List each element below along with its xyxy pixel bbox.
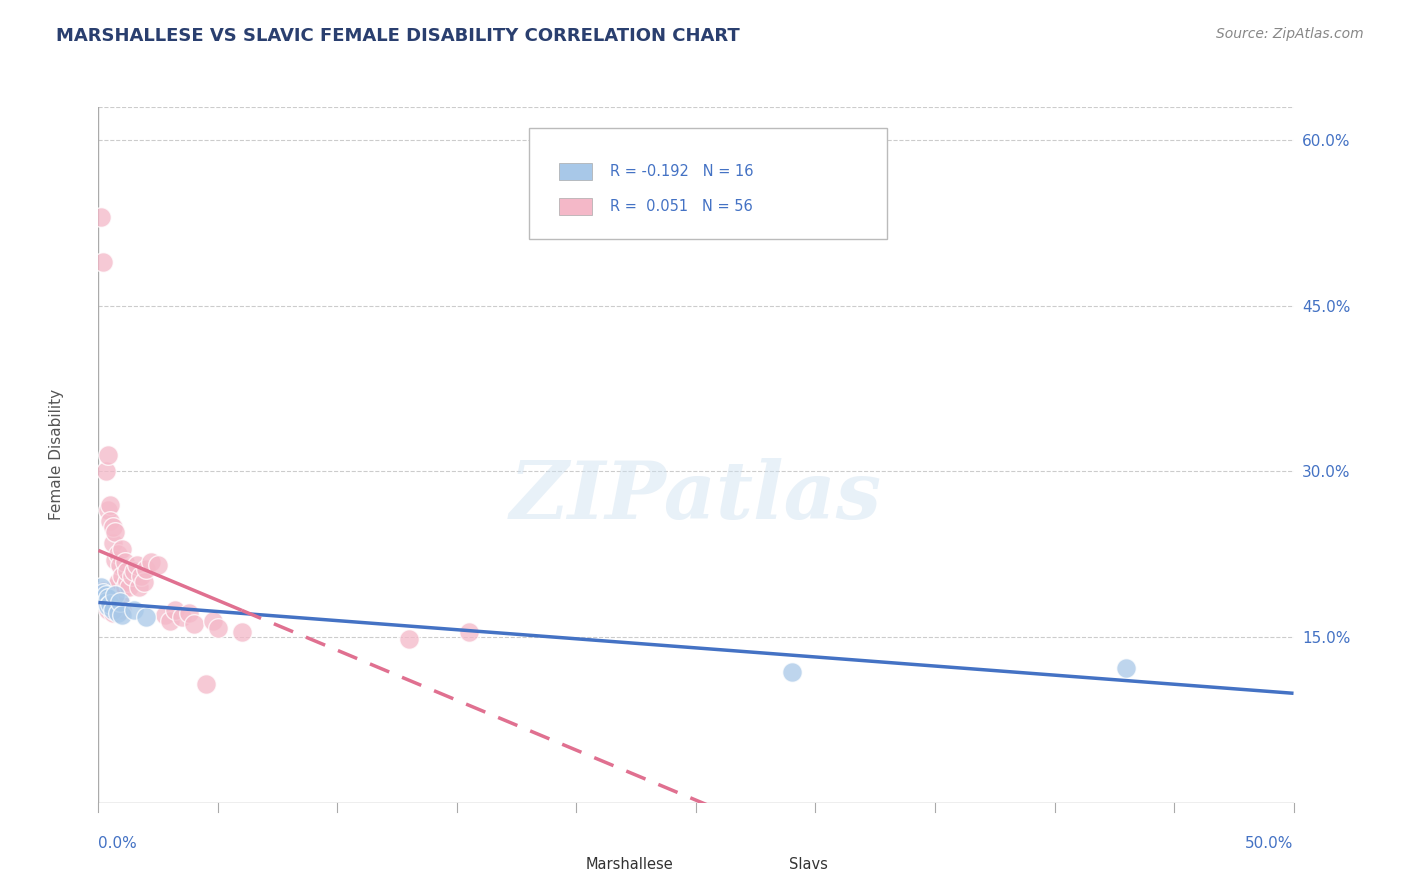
Point (114, 581, 136, 595)
Point (202, 614, 225, 628)
Point (107, 547, 129, 561)
Point (91, 586, 114, 600)
Point (121, 569, 143, 583)
Point (104, 581, 127, 595)
Point (90, 581, 112, 595)
Point (128, 581, 150, 595)
Point (97, 599, 120, 614)
Point (104, 588, 127, 602)
Point (91, 583, 114, 598)
Point (101, 602, 124, 616)
Text: R =  0.051   N = 56: R = 0.051 N = 56 (610, 199, 752, 214)
Point (107, 606, 129, 620)
Point (101, 536, 124, 550)
Point (135, 610, 157, 624)
FancyBboxPatch shape (553, 855, 579, 872)
Text: MARSHALLESE VS SLAVIC FEMALE DISABILITY CORRELATION CHART: MARSHALLESE VS SLAVIC FEMALE DISABILITY … (56, 27, 740, 45)
Point (104, 525, 127, 540)
Point (111, 569, 134, 583)
Point (135, 562, 157, 576)
Point (97, 591, 120, 606)
Point (91, 254, 114, 268)
Point (107, 574, 129, 589)
Point (98, 599, 122, 614)
Point (94, 588, 117, 602)
Point (97, 448, 120, 462)
Point (231, 624, 253, 639)
Point (104, 595, 127, 609)
Point (155, 608, 177, 623)
Point (94, 595, 117, 609)
Point (131, 569, 153, 583)
FancyBboxPatch shape (756, 855, 782, 872)
Point (115, 574, 138, 589)
Text: ZIPatlas: ZIPatlas (510, 458, 882, 535)
Point (94, 465, 117, 479)
Point (398, 632, 420, 647)
Point (172, 610, 194, 624)
Point (780, 665, 803, 680)
Point (101, 606, 124, 620)
Point (148, 558, 170, 573)
Point (115, 564, 138, 578)
Point (98, 514, 122, 528)
Point (207, 621, 229, 635)
Point (163, 602, 186, 616)
Point (94, 588, 117, 602)
Point (90, 211, 112, 225)
Text: 50.0%: 50.0% (1246, 836, 1294, 851)
Point (111, 602, 134, 616)
Point (114, 555, 136, 569)
Point (98, 583, 122, 598)
Text: R = -0.192   N = 16: R = -0.192 N = 16 (610, 164, 754, 179)
Point (94, 595, 117, 609)
Point (183, 616, 205, 631)
Point (107, 599, 129, 614)
Point (108, 558, 131, 573)
Point (97, 602, 120, 616)
Text: 0.0%: 0.0% (98, 836, 138, 851)
Point (159, 614, 181, 628)
Point (104, 553, 127, 567)
Text: Marshallese: Marshallese (586, 856, 673, 871)
Point (124, 602, 146, 616)
Point (194, 676, 218, 690)
Point (97, 591, 120, 606)
FancyBboxPatch shape (558, 163, 592, 180)
Point (101, 588, 124, 602)
FancyBboxPatch shape (529, 128, 887, 239)
Point (458, 624, 481, 639)
Point (118, 581, 141, 595)
Point (108, 595, 131, 609)
Point (108, 591, 131, 606)
Point (98, 498, 122, 512)
Point (179, 606, 201, 620)
Point (139, 555, 162, 569)
Point (125, 558, 148, 573)
FancyBboxPatch shape (558, 198, 592, 215)
Text: Female Disability: Female Disability (49, 389, 65, 521)
Point (111, 608, 134, 623)
Point (97, 503, 120, 517)
Point (111, 541, 134, 556)
Point (98, 597, 122, 611)
Point (101, 519, 124, 533)
Point (132, 574, 155, 589)
Point (1115, 661, 1137, 675)
Text: Source: ZipAtlas.com: Source: ZipAtlas.com (1216, 27, 1364, 41)
Point (124, 564, 146, 578)
Text: Slavs: Slavs (789, 856, 828, 871)
